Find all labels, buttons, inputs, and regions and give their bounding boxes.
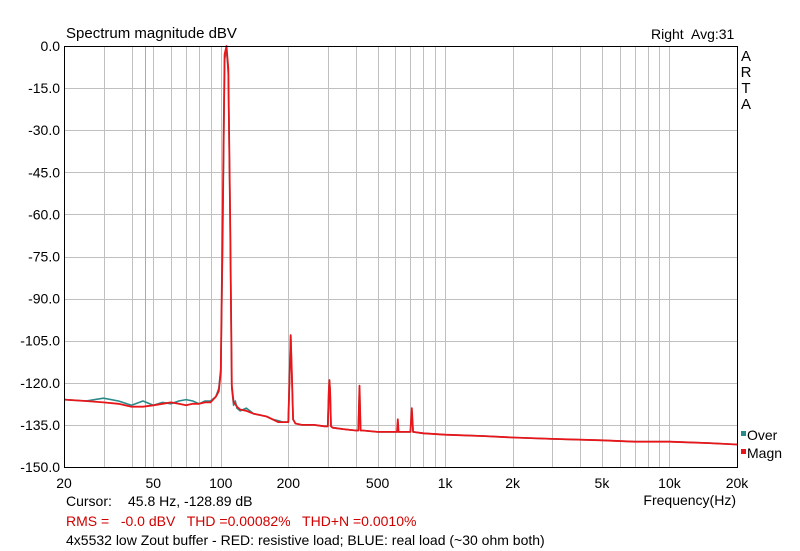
legend-label-magn: Magn [747, 445, 782, 461]
plot-frame [64, 46, 738, 468]
x-tick-label: 500 [366, 475, 390, 491]
y-tick-label: -30.0 [28, 122, 60, 138]
y-tick-label: -150.0 [20, 459, 60, 475]
brand-letter: T [741, 80, 750, 97]
brand-letter: A [741, 48, 751, 65]
y-tick-label: -75.0 [28, 249, 60, 265]
chart-title: Spectrum magnitude dBV [66, 25, 237, 42]
x-tick-label: 1k [438, 475, 454, 491]
x-tick-labels: 20 50 100 200 500 1k 2k 5k 10k 20k [56, 475, 749, 491]
y-tick-labels: 0.0 -15.0 -30.0 -45.0 -60.0 -75.0 -90.0 -105.0 -… [20, 38, 60, 475]
x-tick-label: 50 [145, 475, 161, 491]
series-layer [63, 45, 738, 446]
y-tick-label: -105.0 [20, 333, 60, 349]
legend-swatch-magn [741, 449, 746, 454]
y-tick-label: -90.0 [28, 291, 60, 307]
y-tick-label: -120.0 [20, 375, 60, 391]
y-tick-label: -60.0 [28, 206, 60, 222]
series-line-magn [63, 45, 738, 446]
caption: 4x5532 low Zout buffer - RED: resistive … [66, 532, 545, 548]
brand-letter: R [741, 64, 752, 81]
y-tick-label: -45.0 [28, 164, 60, 180]
x-tick-label: 200 [277, 475, 301, 491]
x-axis-label: Frequency(Hz) [643, 492, 736, 508]
channel-label: Right [651, 26, 684, 42]
y-tick-label: -135.0 [20, 417, 60, 433]
x-tick-label: 2k [505, 475, 521, 491]
y-tick-label: 0.0 [41, 38, 61, 54]
y-tick-label: -15.0 [28, 80, 60, 96]
stats-line: RMS = -0.0 dBV THD =0.00082% THD+N =0.00… [66, 513, 417, 529]
legend-swatch-over [741, 431, 746, 436]
series-line-over [63, 47, 738, 446]
x-tick-label: 10k [658, 475, 682, 491]
x-tick-label: 5k [595, 475, 611, 491]
avg-label: Avg:31 [691, 26, 735, 42]
legend: Over Magn [741, 427, 782, 461]
x-tick-label: 20k [726, 475, 750, 491]
legend-label-over: Over [747, 427, 778, 443]
cursor-readout: 45.8 Hz, -128.89 dB [128, 493, 253, 509]
brand-letter: A [741, 96, 751, 113]
cursor-label: Cursor: [66, 493, 112, 509]
x-tick-label: 20 [56, 475, 72, 491]
x-tick-label: 100 [209, 475, 233, 491]
